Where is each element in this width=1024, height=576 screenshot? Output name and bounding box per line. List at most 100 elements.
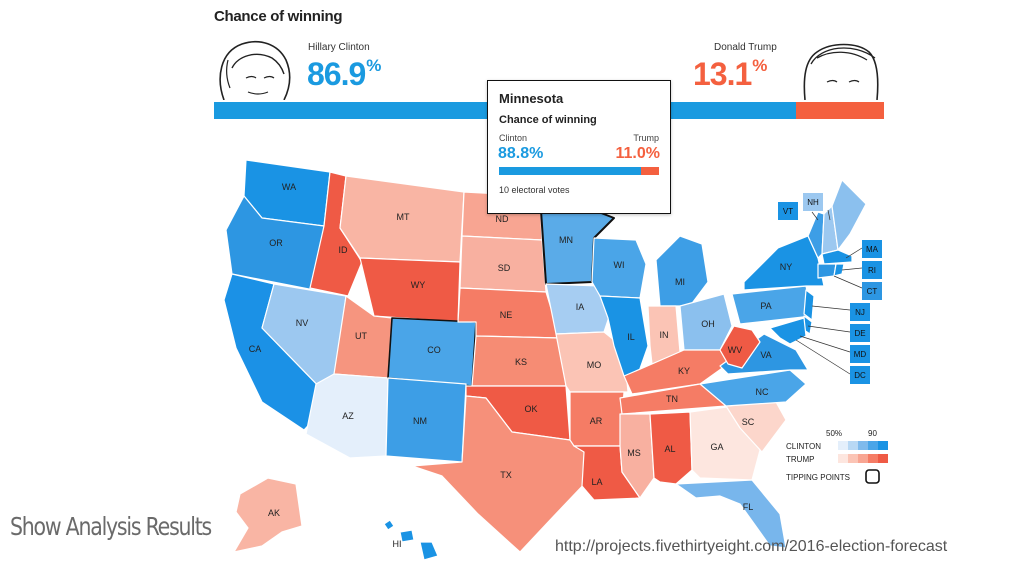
legend-clinton-label: CLINTON — [786, 442, 821, 451]
tooltip-clinton-value: 88.8% — [498, 145, 544, 162]
label-il: IL — [627, 332, 635, 342]
state-wv — [719, 325, 761, 369]
label-dc: DC — [854, 371, 866, 380]
label-nd: ND — [496, 214, 509, 224]
state-oh — [679, 293, 733, 351]
legend-trump-scale — [838, 454, 888, 463]
label-oh: OH — [701, 319, 715, 329]
label-hi: HI — [393, 539, 402, 549]
tooltip-trump-value: 11.0% — [615, 145, 660, 162]
state-ct — [817, 263, 837, 279]
label-wy: WY — [411, 280, 426, 290]
trump-probability-bar — [796, 102, 884, 119]
label-sd: SD — [498, 263, 511, 273]
label-ia: IA — [576, 302, 585, 312]
label-ut: UT — [355, 331, 367, 341]
clinton-portrait — [219, 40, 291, 100]
state-fl — [675, 479, 787, 549]
label-mn: MN — [559, 235, 573, 245]
label-md: MD — [854, 350, 867, 359]
state-tx — [411, 395, 589, 553]
legend-clinton-scale — [838, 441, 888, 450]
label-mo: MO — [587, 360, 602, 370]
label-ri: RI — [868, 266, 876, 275]
label-in: IN — [660, 330, 669, 340]
label-az: AZ — [342, 411, 354, 421]
state-ak — [233, 477, 303, 553]
state-mi — [655, 235, 709, 307]
state-me — [831, 179, 867, 251]
legend-trump-label: TRUMP — [786, 455, 814, 464]
state-mo — [555, 331, 629, 393]
chart-title: Chance of winning — [214, 8, 343, 25]
label-nv: NV — [296, 318, 309, 328]
label-nj: NJ — [855, 308, 865, 317]
label-wv: WV — [728, 345, 743, 355]
label-la: LA — [591, 477, 602, 487]
label-ak: AK — [268, 508, 280, 518]
label-nm: NM — [413, 416, 427, 426]
label-sc: SC — [742, 417, 755, 427]
clinton-percentage: 86.9% — [307, 56, 381, 92]
tooltip-state-name: Minnesota — [499, 91, 564, 106]
label-va: VA — [760, 350, 771, 360]
label-ma: MA — [866, 245, 879, 254]
label-id: ID — [339, 245, 349, 255]
label-al: AL — [664, 444, 675, 454]
state-nc — [699, 369, 807, 407]
label-or: OR — [269, 238, 283, 248]
state-hi — [383, 519, 395, 531]
trump-portrait — [803, 43, 879, 100]
legend-tipping-label: TIPPING POINTS — [786, 473, 850, 482]
state-md — [769, 317, 807, 345]
state-wy — [359, 257, 461, 323]
tooltip-trump-label: Trump — [633, 133, 659, 143]
state-tooltip: Minnesota Chance of winning Clinton Trum… — [487, 80, 671, 214]
label-ks: KS — [515, 357, 527, 367]
tooltip-electoral-votes: 10 electoral votes — [499, 185, 570, 195]
state-or — [225, 195, 325, 291]
label-ky: KY — [678, 366, 690, 376]
label-ny: NY — [780, 262, 793, 272]
label-ar: AR — [590, 416, 603, 426]
label-vt: VT — [783, 207, 793, 216]
tooltip-clinton-label: Clinton — [499, 133, 528, 143]
label-fl: FL — [743, 502, 754, 512]
state-ma — [821, 249, 853, 265]
tooltip-clinton-bar — [499, 167, 641, 175]
label-tx: TX — [500, 470, 512, 480]
state-nj — [803, 289, 815, 321]
clinton-name: Hillary Clinton — [308, 42, 370, 53]
legend-scale-low: 50% — [826, 429, 842, 438]
tipping-point-swatch — [865, 469, 880, 484]
label-nc: NC — [756, 387, 769, 397]
state-hi-2 — [399, 529, 415, 543]
label-nh: NH — [807, 198, 819, 207]
tooltip-trump-bar — [641, 167, 659, 175]
label-ok: OK — [524, 404, 537, 414]
label-pa: PA — [760, 301, 771, 311]
label-tn: TN — [666, 394, 678, 404]
label-mi: MI — [675, 277, 685, 287]
trump-percentage: 13.1% — [693, 56, 767, 92]
label-ne: NE — [500, 310, 513, 320]
legend: 50% 90 CLINTON TRUMP TIPPING POINTS — [786, 429, 888, 484]
label-wa: WA — [282, 182, 296, 192]
label-ca: CA — [249, 344, 262, 354]
label-ga: GA — [710, 442, 723, 452]
trump-name: Donald Trump — [714, 42, 777, 53]
label-de: DE — [854, 329, 865, 338]
legend-scale-high: 90 — [868, 429, 877, 438]
tooltip-subtitle: Chance of winning — [499, 114, 597, 126]
state-ri — [833, 263, 845, 277]
state-hi-3 — [419, 541, 439, 561]
state-pa — [731, 285, 813, 325]
label-wi: WI — [614, 260, 625, 270]
label-mt: MT — [397, 212, 410, 222]
label-ct: CT — [867, 287, 878, 296]
label-co: CO — [427, 345, 441, 355]
show-analysis-results-link[interactable]: Show Analysis Results — [10, 512, 212, 541]
label-ms: MS — [627, 448, 641, 458]
source-url[interactable]: http://projects.fivethirtyeight.com/2016… — [555, 538, 948, 555]
